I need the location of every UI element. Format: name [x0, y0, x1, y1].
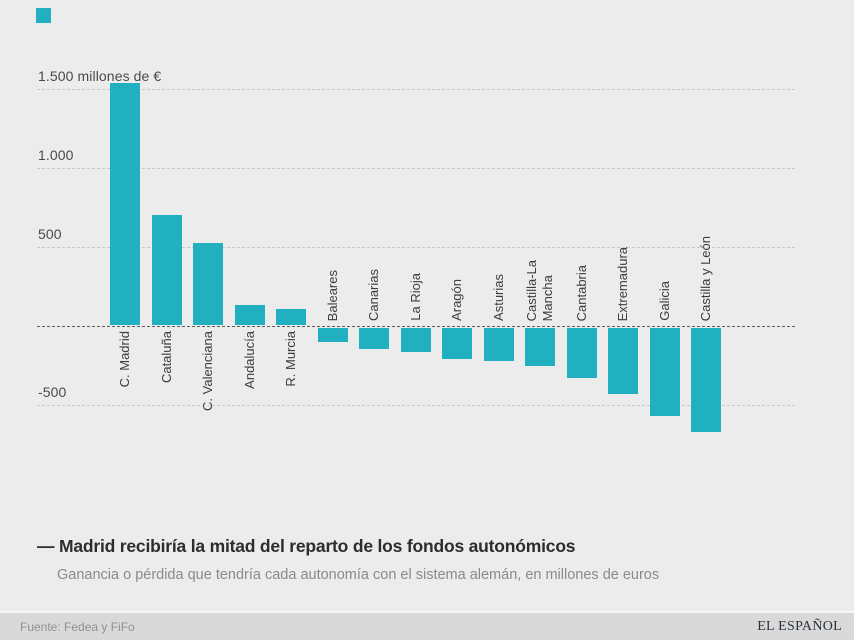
- bar-label-4: Andalucía: [242, 331, 257, 389]
- y-tick-label-1500: 1.500 millones de €: [38, 68, 162, 84]
- bar-label-3: C. Valenciana: [200, 331, 215, 411]
- bar-label-11: Castilla-La Mancha: [524, 259, 555, 321]
- bar-6: [318, 328, 348, 342]
- bar-label-9: Aragón: [449, 279, 464, 321]
- gridline-1500: [37, 89, 795, 90]
- gridline-1000: [37, 168, 795, 169]
- y-tick-label-500: 500: [38, 226, 62, 242]
- bar-14: [650, 328, 680, 416]
- bar-label-8: La Rioja: [408, 273, 423, 321]
- bar-label-5: R. Murcia: [283, 331, 298, 387]
- bar-1: [110, 83, 140, 325]
- bar-4: [235, 305, 265, 325]
- bar-9: [442, 328, 472, 359]
- bar-label-6: Baleares: [325, 269, 340, 321]
- y-tick-label--500: -500: [38, 384, 67, 400]
- bar-label-12: Cantabria: [574, 264, 589, 321]
- bar-2: [152, 215, 182, 325]
- bar-3: [193, 243, 223, 325]
- y-tick-label-1000: 1.000: [38, 147, 74, 163]
- bar-15: [691, 328, 721, 432]
- caption-block: — Madrid recibiría la mitad del reparto …: [37, 536, 817, 583]
- bar-label-15: Castilla y León: [698, 235, 713, 321]
- bar-12: [567, 328, 597, 378]
- bar-label-13: Extremadura: [615, 246, 630, 321]
- zero-baseline: [37, 326, 795, 327]
- bar-label-7: Canarias: [366, 268, 381, 321]
- bar-13: [608, 328, 638, 394]
- bar-11: [525, 328, 555, 366]
- publisher-logo: EL ESPAÑOL: [757, 618, 842, 634]
- source-credit: Fuente: Fedea y FiFo: [20, 619, 135, 634]
- bar-label-14: Galicia: [657, 281, 672, 321]
- gridline--500: [37, 405, 795, 406]
- bar-5: [276, 309, 306, 325]
- bar-label-2: Cataluña: [159, 331, 174, 384]
- bar-label-1: C. Madrid: [117, 331, 132, 388]
- gridline-500: [37, 247, 795, 248]
- chart-subtitle: Ganancia o pérdida que tendría cada auto…: [57, 567, 660, 583]
- bar-7: [359, 328, 389, 349]
- bar-8: [401, 328, 431, 352]
- bar-label-10: Asturias: [491, 274, 506, 321]
- footer-bar: Fuente: Fedea y FiFo EL ESPAÑOL: [0, 611, 854, 640]
- bar-10: [484, 328, 514, 361]
- brand-mark-square: [36, 8, 51, 23]
- chart-title: — Madrid recibiría la mitad del reparto …: [37, 536, 576, 556]
